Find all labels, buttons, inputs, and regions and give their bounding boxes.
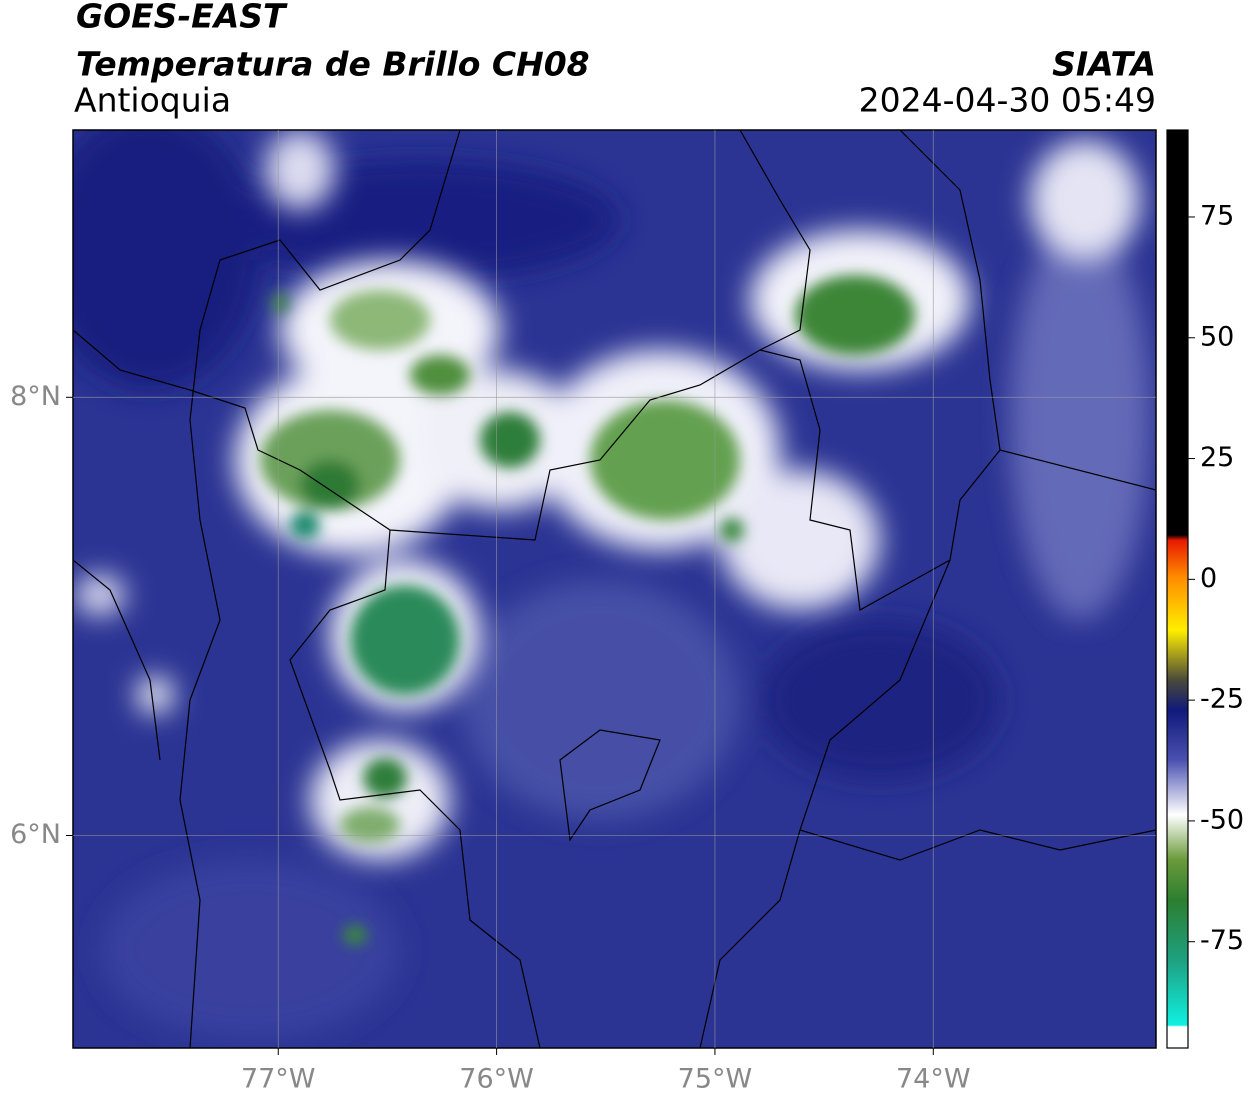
subtitle: Temperatura de Brillo CH08 (76, 45, 590, 84)
colorbar-tick-label: 50 (1200, 321, 1234, 352)
x-tick-label: 77°W (241, 1064, 316, 1095)
source: SIATA (1052, 45, 1156, 84)
colorbar-tick-label: -25 (1200, 684, 1244, 715)
y-tick-label: 6°N (10, 819, 61, 850)
title: GOES-EAST (76, 0, 288, 36)
colorbar-tick-label: -75 (1200, 925, 1244, 956)
colorbar-tick-label: 25 (1200, 442, 1234, 473)
colorbar (1166, 129, 1189, 1049)
x-tick-label: 75°W (678, 1064, 753, 1095)
colorbar-tick-label: 0 (1200, 563, 1217, 594)
colorbar-tick-label: -50 (1200, 804, 1244, 835)
y-tick-label: 8°N (10, 381, 61, 412)
map-image (73, 130, 1156, 1048)
map-frame (72, 129, 1157, 1049)
region: Antioquia (74, 81, 231, 120)
x-tick-label: 76°W (459, 1064, 534, 1095)
datetime: 2024-04-30 05:49 (859, 81, 1156, 120)
colorbar-tick-label: 75 (1200, 200, 1234, 231)
x-tick-label: 74°W (896, 1064, 971, 1095)
